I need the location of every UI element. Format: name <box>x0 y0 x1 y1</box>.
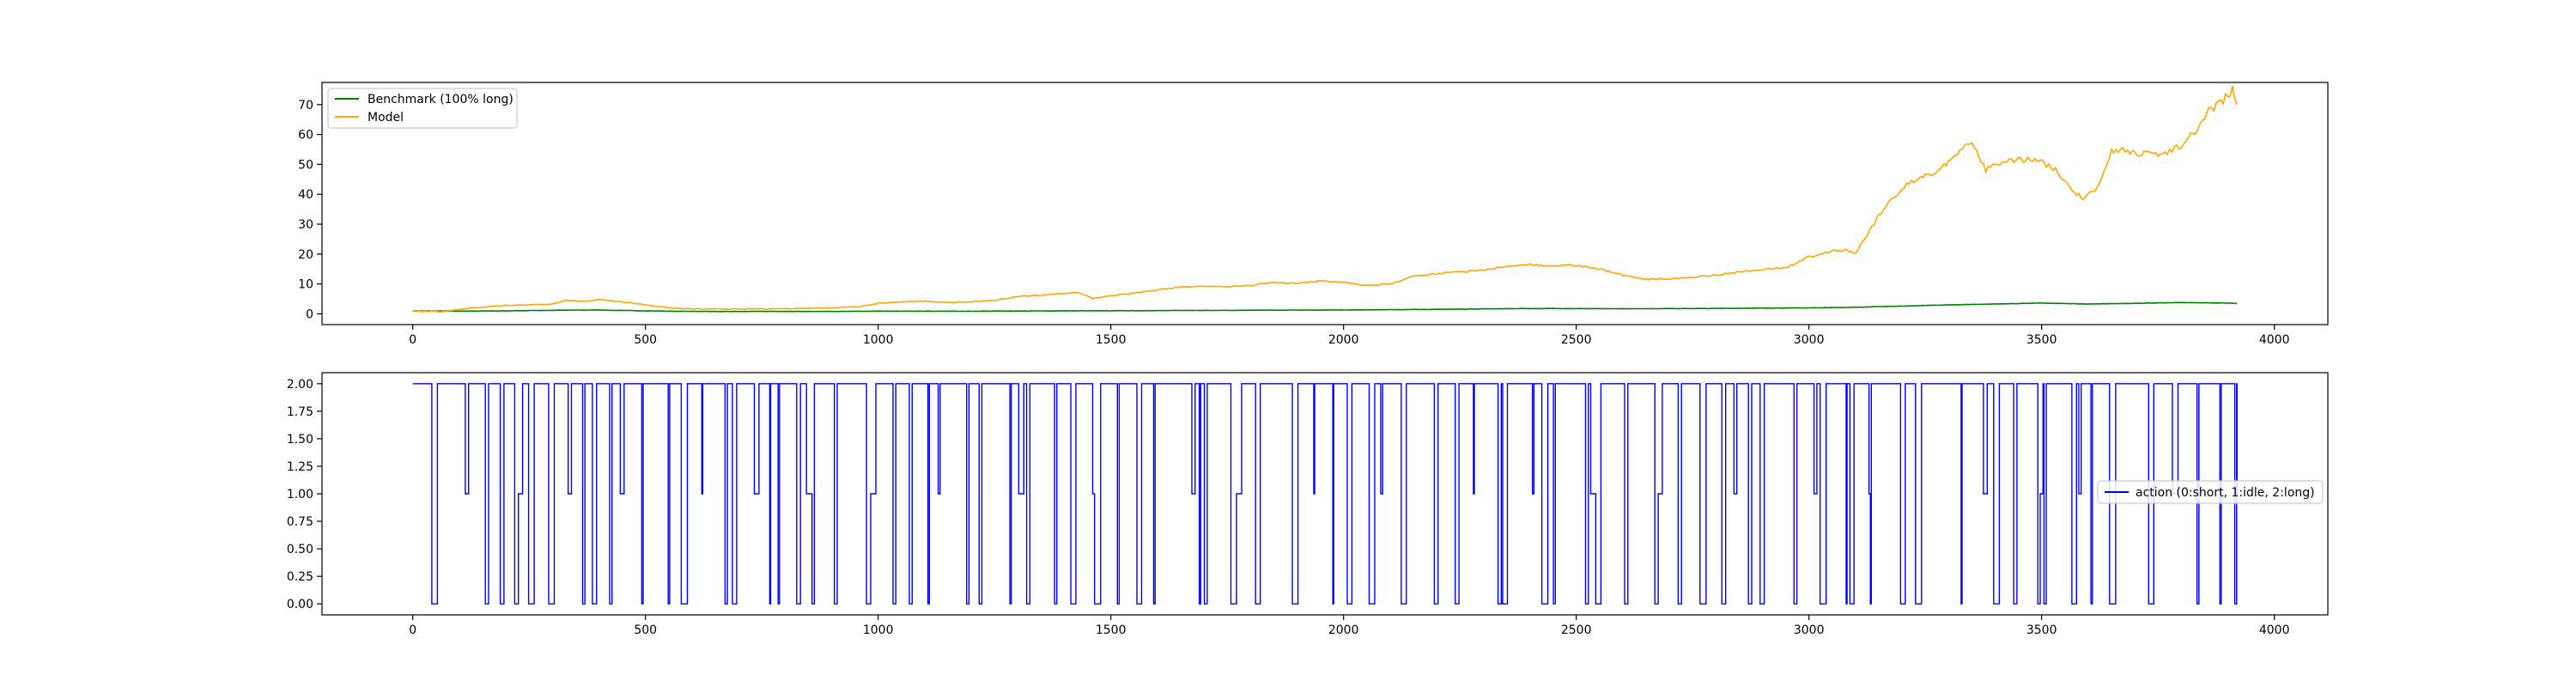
bot-ytick-label: 0.75 <box>287 515 313 529</box>
top-ytick-label: 30 <box>298 218 313 232</box>
bot-ytick-label: 1.00 <box>287 488 313 502</box>
top-xtick-label: 3500 <box>2026 333 2057 347</box>
bot-xtick-label: 1500 <box>1096 623 1127 637</box>
model-series-line <box>412 85 2239 313</box>
bot-ytick-label: 0.50 <box>287 543 313 556</box>
top-legend-box <box>327 88 518 129</box>
top-legend: Benchmark (100% long) Model <box>327 88 518 129</box>
bottom-x-ticks: 0 500 1000 1500 2000 2500 3000 3500 4000 <box>409 615 2289 637</box>
top-xtick-label: 500 <box>634 333 657 347</box>
bot-xtick-label: 3500 <box>2026 623 2057 637</box>
top-xtick-label: 2000 <box>1328 333 1359 347</box>
bot-ytick-label: 0.25 <box>287 570 313 584</box>
top-ytick-label: 10 <box>298 278 313 292</box>
top-xtick-label: 0 <box>409 333 416 347</box>
portfolio-value-plot: 0 500 1000 1500 2000 2500 3000 3500 4000 0 10 20 30… <box>298 82 2329 347</box>
top-ytick-label: 60 <box>298 129 313 143</box>
bot-xtick-label: 500 <box>634 623 657 637</box>
legend-action-label: action (0:short, 1:idle, 2:long) <box>2136 486 2315 500</box>
legend-benchmark-label: Benchmark (100% long) <box>368 93 513 106</box>
action-plot: 0 500 1000 1500 2000 2500 3000 3500 4000 0.00 0.2… <box>287 372 2329 637</box>
bottom-legend-box <box>2097 480 2324 504</box>
top-ytick-label: 0 <box>306 307 313 321</box>
bottom-y-ticks: 0.00 0.25 0.50 0.75 1.00 1.25 1.50 1.75 2.00 <box>287 378 322 611</box>
action-series-line <box>412 383 2238 605</box>
bot-xtick-label: 3000 <box>1794 623 1825 637</box>
benchmark-series-line <box>412 301 2238 313</box>
top-xtick-label: 1500 <box>1096 333 1127 347</box>
top-xtick-label: 2500 <box>1561 333 1592 347</box>
bot-xtick-label: 0 <box>409 623 416 637</box>
bot-xtick-label: 2000 <box>1328 623 1359 637</box>
top-ytick-label: 40 <box>298 188 313 202</box>
top-xtick-label: 3000 <box>1794 333 1825 347</box>
legend-model-label: Model <box>368 111 404 125</box>
bot-xtick-label: 1000 <box>863 623 894 637</box>
bot-xtick-label: 2500 <box>1561 623 1592 637</box>
bot-xtick-label: 4000 <box>2259 623 2290 637</box>
top-y-ticks: 0 10 20 30 40 50 60 70 <box>298 99 322 321</box>
top-ytick-label: 70 <box>298 99 313 112</box>
top-xtick-label: 1000 <box>863 333 894 347</box>
top-x-ticks: 0 500 1000 1500 2000 2500 3000 3500 4000 <box>409 325 2289 347</box>
bot-ytick-label: 1.50 <box>287 433 313 447</box>
top-axes-frame <box>321 82 2329 325</box>
bot-ytick-label: 0.00 <box>287 598 313 611</box>
top-series-group <box>412 85 2239 313</box>
bottom-legend: action (0:short, 1:idle, 2:long) <box>2097 480 2324 504</box>
bot-ytick-label: 1.25 <box>287 460 313 474</box>
bottom-series-group <box>412 383 2238 605</box>
bot-ytick-label: 1.75 <box>287 405 313 419</box>
bot-ytick-label: 2.00 <box>287 378 313 392</box>
top-xtick-label: 4000 <box>2259 333 2290 347</box>
top-ytick-label: 20 <box>298 248 313 262</box>
top-ytick-label: 50 <box>298 158 313 172</box>
